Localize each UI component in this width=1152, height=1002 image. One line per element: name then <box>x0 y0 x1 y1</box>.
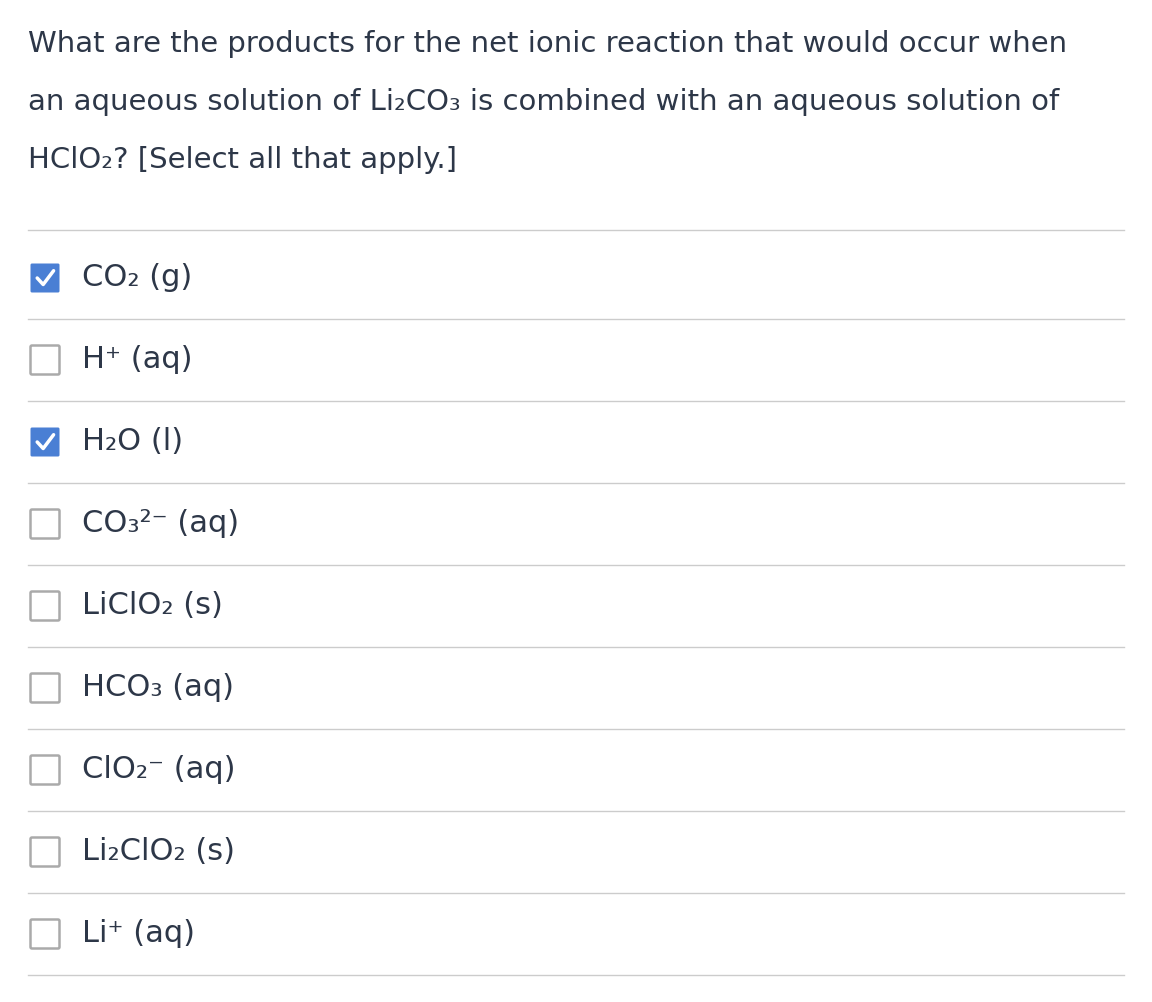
FancyBboxPatch shape <box>30 838 60 867</box>
Text: H₂O (l): H₂O (l) <box>82 428 183 457</box>
Text: LiClO₂ (s): LiClO₂ (s) <box>82 591 222 620</box>
Text: Li⁺ (aq): Li⁺ (aq) <box>82 920 195 949</box>
FancyBboxPatch shape <box>30 346 60 375</box>
Text: What are the products for the net ionic reaction that would occur when: What are the products for the net ionic … <box>28 30 1067 58</box>
Text: H⁺ (aq): H⁺ (aq) <box>82 346 192 375</box>
FancyBboxPatch shape <box>30 673 60 702</box>
Text: HClO₂? [Select all that apply.]: HClO₂? [Select all that apply.] <box>28 146 457 174</box>
FancyBboxPatch shape <box>30 756 60 785</box>
Text: CO₃²⁻ (aq): CO₃²⁻ (aq) <box>82 509 240 538</box>
FancyBboxPatch shape <box>30 920 60 949</box>
Text: ClO₂⁻ (aq): ClO₂⁻ (aq) <box>82 756 235 785</box>
Text: Li₂ClO₂ (s): Li₂ClO₂ (s) <box>82 838 235 867</box>
FancyBboxPatch shape <box>30 264 60 293</box>
Text: CO₂ (g): CO₂ (g) <box>82 264 192 293</box>
FancyBboxPatch shape <box>30 428 60 457</box>
FancyBboxPatch shape <box>30 591 60 620</box>
Text: an aqueous solution of Li₂CO₃ is combined with an aqueous solution of: an aqueous solution of Li₂CO₃ is combine… <box>28 88 1059 116</box>
Text: HCO₃ (aq): HCO₃ (aq) <box>82 673 234 702</box>
FancyBboxPatch shape <box>30 509 60 538</box>
